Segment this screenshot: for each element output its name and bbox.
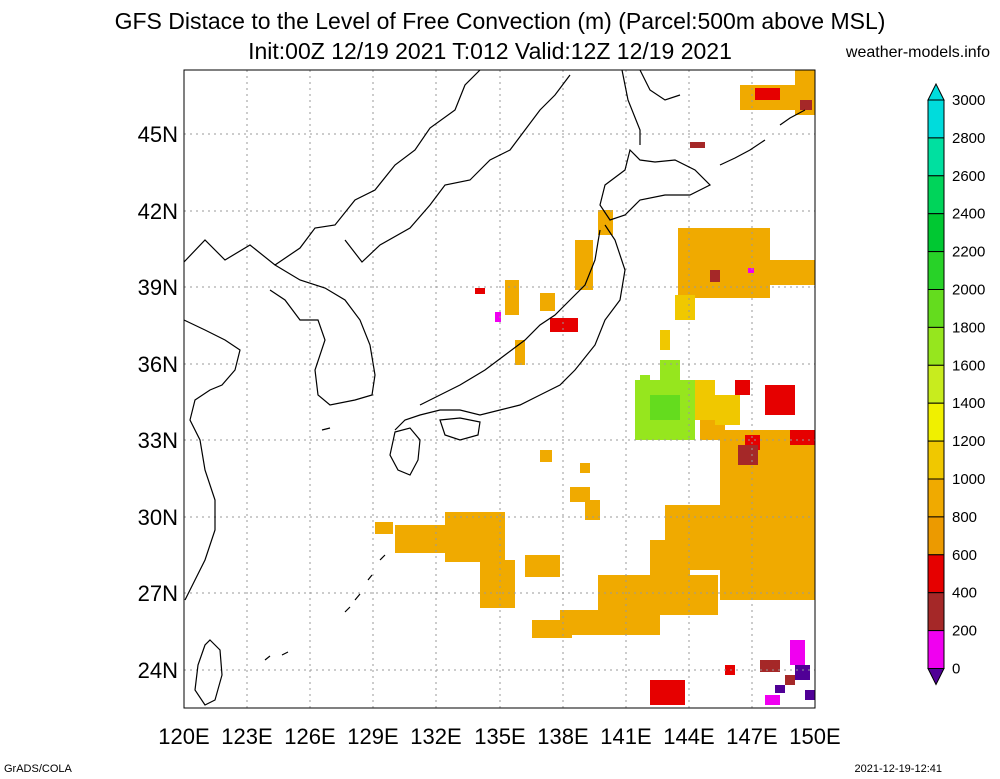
colorbar-label: 400 [952,585,977,602]
colorbar-label: 1600 [952,357,985,374]
green-shading [650,395,680,420]
map-frame [183,69,816,709]
colorbar-label: 3000 [952,92,985,109]
lat-label: 27N [138,581,178,606]
magenta-shading [495,268,805,705]
lat-label: 45N [138,122,178,147]
colorbar-swatch [927,326,945,366]
colorbar-swatch [927,289,945,328]
map-subtitle: Init:00Z 12/19 2021 T:012 Valid:12Z 12/1… [248,38,732,64]
footer-credit: GrADS/COLA [4,763,72,775]
colorbar-label: 1800 [952,319,985,336]
colorbar-label: 2000 [952,282,985,299]
lat-label: 39N [138,275,178,300]
grid-lines [184,70,815,708]
colorbar-swatch [927,213,945,253]
colorbar-label: 1000 [952,471,985,488]
colorbar-swatch [927,630,945,669]
colorbar-label: 200 [952,623,977,640]
lime-shading [635,360,695,440]
colorbar-swatch [927,554,945,594]
colorbar-label: 2400 [952,206,985,223]
lon-label: 123E [221,724,272,749]
colorbar-label: 2600 [952,168,985,185]
colorbar-bottom-arrow [927,668,945,686]
colorbar-label: 2200 [952,244,985,261]
colorbar-label: 0 [952,661,960,678]
colorbar-swatch [927,99,945,139]
lat-label: 30N [138,505,178,530]
latitude-labels: 45N 42N 39N 36N 33N 30N 27N 24N [138,122,178,683]
colorbar-label: 800 [952,509,977,526]
colorbar-swatch [927,592,945,632]
coastlines [183,69,806,706]
lon-label: 120E [158,724,209,749]
colorbar-label: 1200 [952,433,985,450]
colorbar-swatch [927,175,945,215]
brown-shading [690,100,812,685]
lfc-shading [375,70,815,705]
colorbar-swatch [927,137,945,177]
purple-shading [775,665,815,700]
footer-timestamp: 2021-12-19-12:41 [854,763,942,775]
colorbar-label: 2800 [952,130,985,147]
colorbar-label: 1400 [952,395,985,412]
colorbar-swatch [927,478,945,518]
lon-label: 129E [347,724,398,749]
longitude-labels: 120E 123E 126E 129E 132E 135E 138E 141E … [158,724,840,749]
lon-label: 144E [663,724,714,749]
colorbar-top-arrow [927,82,945,101]
site-label: weather-models.info [845,44,990,61]
map-title: GFS Distace to the Level of Free Convect… [114,8,886,34]
lat-label: 24N [138,658,178,683]
lon-label: 141E [600,724,651,749]
lat-label: 33N [138,428,178,453]
lon-label: 135E [474,724,525,749]
lon-label: 150E [789,724,840,749]
lon-label: 126E [284,724,335,749]
colorbar: 3000280026002400220020001800160014001200… [927,82,985,686]
lat-label: 42N [138,199,178,224]
lon-label: 138E [537,724,588,749]
colorbar-swatch [927,516,945,556]
colorbar-label: 600 [952,547,977,564]
colorbar-swatch [927,251,945,291]
red-shading [475,88,815,705]
colorbar-swatch [927,440,945,480]
lat-label: 36N [138,352,178,377]
colorbar-swatch [927,364,945,404]
lon-label: 147E [726,724,777,749]
colorbar-swatch [927,402,945,442]
orange-shading [375,70,815,638]
lon-label: 132E [410,724,461,749]
